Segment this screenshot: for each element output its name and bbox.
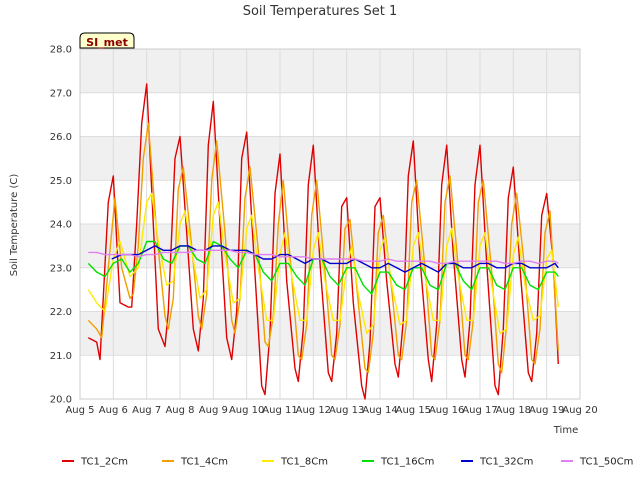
y-tick-label: 23.0 bbox=[50, 263, 72, 274]
x-tick-label: Aug 14 bbox=[362, 405, 397, 416]
series-line-tc1-32cm bbox=[111, 245, 559, 273]
legend-label: TC1_8Cm bbox=[280, 457, 328, 468]
x-tick-label: Aug 8 bbox=[165, 405, 194, 416]
y-tick-label: 27.0 bbox=[50, 88, 72, 99]
x-tick-label: Aug 7 bbox=[132, 405, 161, 416]
series-layer bbox=[87, 83, 559, 400]
x-tick-label: Aug 20 bbox=[562, 405, 597, 416]
y-tick-label: 26.0 bbox=[50, 132, 72, 143]
series-line-tc1-16cm bbox=[87, 240, 559, 295]
plot-band bbox=[80, 49, 580, 93]
legend: TC1_2Cm TC1_4Cm TC1_8Cm TC1_16Cm TC1_32Cm TC1… bbox=[62, 457, 633, 468]
chart-title: Soil Temperatures Set 1 bbox=[243, 4, 398, 19]
y-axis-title: Soil Temperature (C) bbox=[9, 174, 20, 277]
site-badge: SI_met bbox=[79, 32, 135, 49]
x-tick-label: Aug 15 bbox=[396, 405, 431, 416]
x-tick-label: Aug 6 bbox=[99, 405, 128, 416]
y-tick-label: 25.0 bbox=[50, 176, 72, 187]
badge-shape bbox=[79, 32, 135, 49]
badge-label: SI_met bbox=[86, 36, 128, 49]
plot-band bbox=[80, 136, 580, 181]
x-tick-label: Aug 17 bbox=[462, 405, 497, 416]
x-tick-label: Aug 13 bbox=[329, 405, 364, 416]
x-tick-label: Aug 12 bbox=[296, 405, 331, 416]
x-axis-title: Time bbox=[553, 425, 578, 436]
x-tick-label: Aug 9 bbox=[199, 405, 228, 416]
series-line-tc1-4cm bbox=[87, 122, 559, 374]
x-tick-label: Aug 11 bbox=[262, 405, 297, 416]
legend-item: TC1_32Cm bbox=[461, 457, 533, 468]
plot-frame bbox=[79, 48, 581, 400]
x-tick-label: Aug 10 bbox=[229, 405, 264, 416]
plot-band bbox=[80, 224, 580, 268]
x-tick-label: Aug 19 bbox=[529, 405, 564, 416]
y-tick-label: 20.0 bbox=[50, 395, 72, 406]
series-line-tc1-2cm bbox=[87, 83, 559, 400]
legend-label: TC1_32Cm bbox=[479, 457, 533, 468]
legend-item: TC1_8Cm bbox=[262, 457, 328, 468]
series-line-tc1-50cm bbox=[88, 249, 559, 265]
x-tick-label: Aug 18 bbox=[496, 405, 531, 416]
x-tick-label: Aug 16 bbox=[429, 405, 464, 416]
legend-label: TC1_50Cm bbox=[579, 457, 633, 468]
legend-item: TC1_2Cm bbox=[62, 457, 128, 468]
legend-label: TC1_16Cm bbox=[380, 457, 434, 468]
y-tick-label: 21.0 bbox=[50, 351, 72, 362]
legend-label: TC1_4Cm bbox=[180, 457, 228, 468]
x-tick-label: Aug 5 bbox=[65, 405, 94, 416]
y-tick-labels: 20.0 21.0 22.0 23.0 24.0 25.0 26.0 27.0 28.0 bbox=[50, 45, 72, 406]
legend-item: TC1_50Cm bbox=[561, 457, 633, 468]
legend-item: TC1_16Cm bbox=[362, 457, 434, 468]
legend-label: TC1_2Cm bbox=[80, 457, 128, 468]
y-tick-label: 22.0 bbox=[50, 307, 72, 318]
y-tick-label: 28.0 bbox=[50, 45, 72, 56]
y-tick-label: 24.0 bbox=[50, 220, 72, 231]
legend-item: TC1_4Cm bbox=[162, 457, 228, 468]
